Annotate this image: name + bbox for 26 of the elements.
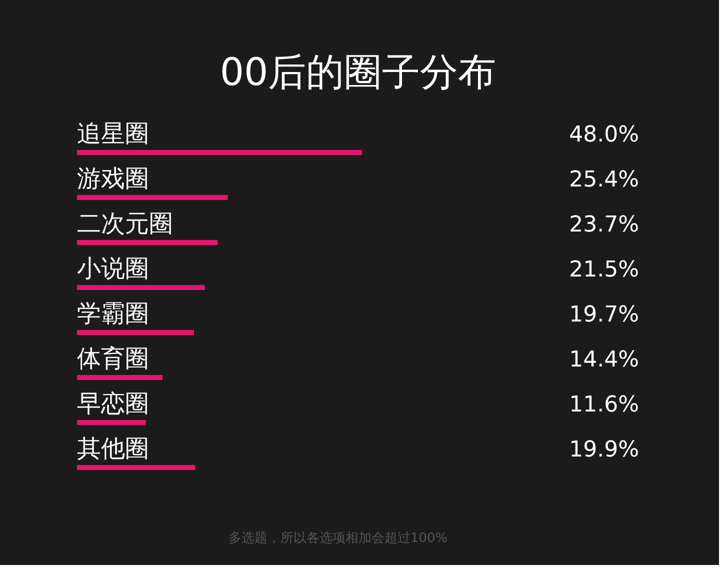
bar (77, 465, 196, 470)
y-tick-label: 其他圈 (77, 434, 149, 462)
y-tick-label: 游戏圈 (77, 164, 149, 192)
text: 多选题，所以各选项相加会超过100% (228, 531, 448, 546)
y-tick-label: 学霸圈 (77, 300, 149, 328)
bar (77, 195, 228, 200)
bar (77, 240, 218, 245)
data-label: 21.5% (569, 258, 639, 282)
y-tick-label: 二次元圈 (77, 210, 173, 238)
bar (77, 375, 162, 380)
y-tick-label: 体育圈 (77, 344, 149, 372)
y-tick-label: 追星圈 (77, 120, 149, 148)
y-tick-label: 小说圈 (77, 254, 149, 282)
data-label: 48.0% (569, 122, 639, 148)
bar (77, 150, 362, 155)
data-label: 14.4% (569, 348, 639, 372)
data-label: 19.9% (569, 438, 639, 462)
y-tick-label: 早恋圈 (77, 390, 149, 418)
data-label: 11.6% (569, 392, 639, 418)
data-label: 19.7% (569, 302, 639, 328)
data-label: 25.4% (569, 168, 639, 192)
chart-title: 00后的圈子分布 (220, 50, 496, 94)
bar (77, 285, 205, 290)
bar (77, 330, 194, 335)
bar (77, 420, 146, 425)
data-label: 23.7% (569, 212, 639, 238)
